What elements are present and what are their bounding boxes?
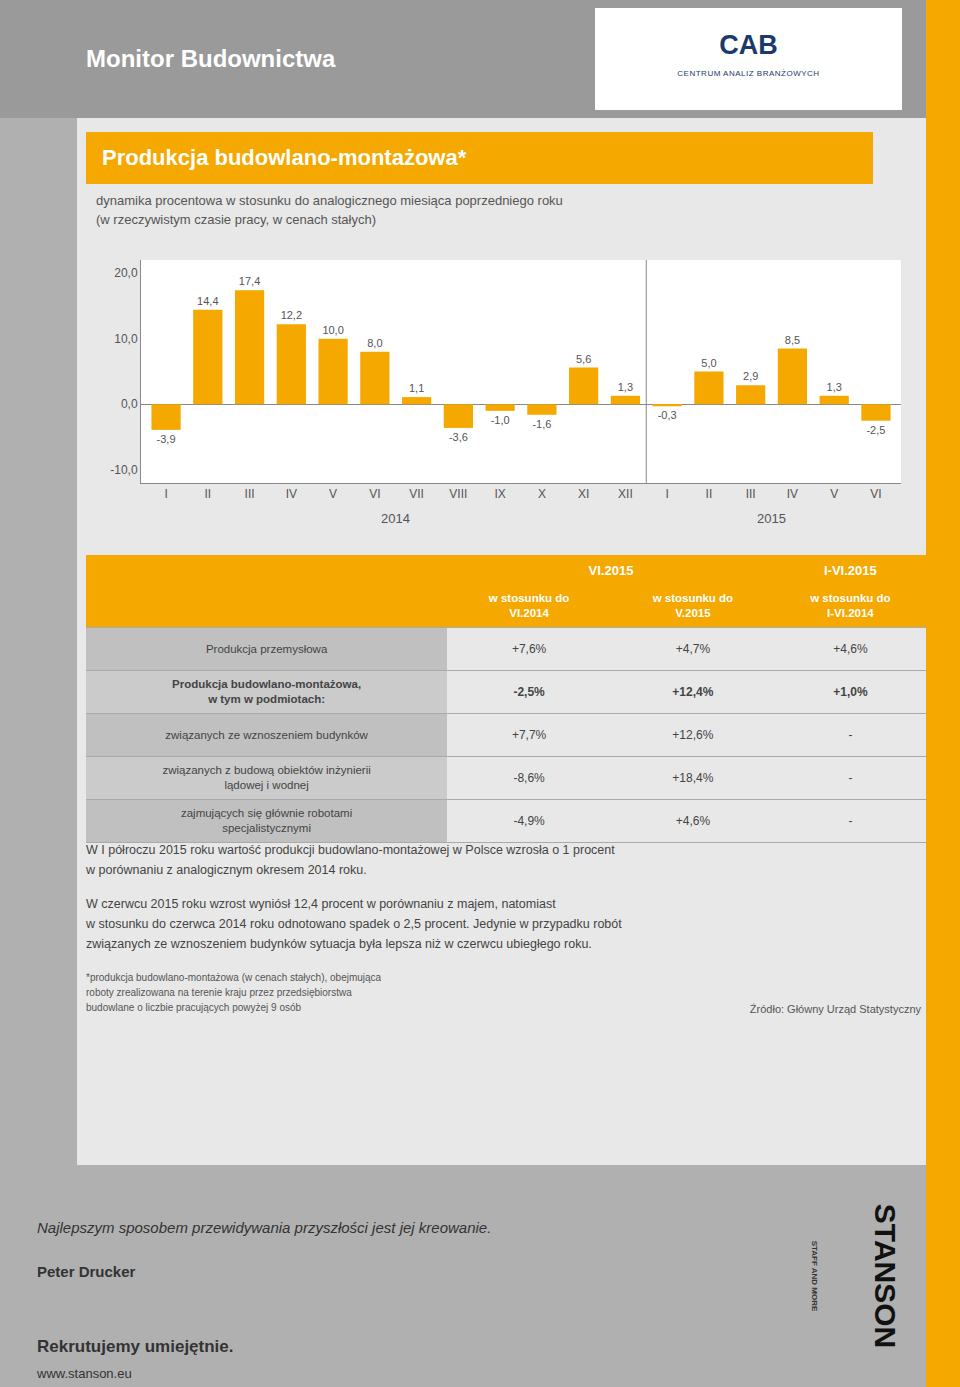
html-text:w stosunku do VI.2014: w stosunku do VI.2014 <box>488 592 570 619</box>
svg-text:10,0: 10,0 <box>322 324 343 336</box>
svg-text:XI: XI <box>578 487 589 501</box>
svg-text:2014: 2014 <box>381 511 410 526</box>
html-text:w stosunku do I-VI.2014: w stosunku do I-VI.2014 <box>810 592 891 619</box>
svg-text:VI: VI <box>369 487 380 501</box>
svg-text:XII: XII <box>618 487 633 501</box>
svg-text:II: II <box>706 487 713 501</box>
svg-text:III: III <box>245 487 255 501</box>
svg-text:12,2: 12,2 <box>281 309 302 321</box>
html-text:+12,6%: +12,6% <box>672 728 714 742</box>
html-text:+4,6%: +4,6% <box>675 814 711 828</box>
svg-text:IV: IV <box>286 487 297 501</box>
html-text:I-VI.2015: I-VI.2015 <box>824 562 877 578</box>
html-text:związanych z budową obiektów i: związanych z budową obiektów inżynierii … <box>162 764 371 791</box>
svg-text:1,3: 1,3 <box>618 381 633 393</box>
html-text:CENTRUM ANALIZ BRANŻOWYCH: CENTRUM ANALIZ BRANŻOWYCH <box>677 69 820 78</box>
html-text:+4,6%: +4,6% <box>833 642 868 656</box>
html-text:STANSON: STANSON <box>869 1203 902 1349</box>
svg-text:I: I <box>665 487 668 501</box>
svg-text:5,6: 5,6 <box>576 353 591 365</box>
svg-text:-1,6: -1,6 <box>532 418 551 430</box>
svg-text:-0,3: -0,3 <box>658 409 677 421</box>
svg-text:-3,9: -3,9 <box>157 433 176 445</box>
html-text:Produkcja przemysłowa: Produkcja przemysłowa <box>205 642 328 655</box>
svg-text:-1,0: -1,0 <box>491 414 510 426</box>
svg-text:1,1: 1,1 <box>409 382 424 394</box>
html-text:dynamika procentowa w stosunku: dynamika procentowa w stosunku do analog… <box>96 193 563 208</box>
svg-text:10,0: 10,0 <box>114 332 138 346</box>
html-text:W czerwcu 2015 roku wzrost wyn: W czerwcu 2015 roku wzrost wyniósł 12,4 … <box>86 897 622 951</box>
svg-text:17,4: 17,4 <box>239 275 260 287</box>
html-text:www.stanson.eu: www.stanson.eu <box>37 1365 132 1381</box>
html-text:STAFF AND MORE: STAFF AND MORE <box>810 1240 819 1312</box>
html-text:Produkcja budowlano-montażowa*: Produkcja budowlano-montażowa* <box>102 145 467 170</box>
html-text:+4,7%: +4,7% <box>675 642 711 656</box>
svg-text:VI: VI <box>870 487 881 501</box>
svg-text:II: II <box>204 487 211 501</box>
html-text:+1,0%: +1,0% <box>833 685 868 699</box>
svg-text:I: I <box>164 487 167 501</box>
svg-text:X: X <box>538 487 546 501</box>
html-text:Rekrutujemy umiejętnie.: Rekrutujemy umiejętnie. <box>37 1337 234 1356</box>
html-text:-2,5%: -2,5% <box>513 685 545 699</box>
svg-text:2015: 2015 <box>757 511 786 526</box>
svg-text:V: V <box>329 487 337 501</box>
html-text:Najlepszym sposobem przewidywa: Najlepszym sposobem przewidywania przysz… <box>37 1218 492 1236</box>
svg-text:-3,6: -3,6 <box>449 431 468 443</box>
html-text:+7,7%: +7,7% <box>511 728 547 742</box>
svg-text:1,3: 1,3 <box>827 381 842 393</box>
html-text:+18,4%: +18,4% <box>672 771 714 785</box>
html-text:Peter Drucker: Peter Drucker <box>37 1262 136 1280</box>
html-text:-4,9%: -4,9% <box>513 814 545 828</box>
svg-text:8,5: 8,5 <box>785 334 800 346</box>
html-text:CAB: CAB <box>719 30 778 60</box>
html-text:Produkcja budowlano-montażowa,: Produkcja budowlano-montażowa, w tym w p… <box>172 678 362 705</box>
html-text:(w rzeczywistym czasie pracy,: (w rzeczywistym czasie pracy, w cenach s… <box>96 211 376 227</box>
html-text:+7,6%: +7,6% <box>511 642 547 656</box>
svg-text:2,9: 2,9 <box>743 370 758 382</box>
svg-text:V: V <box>830 487 838 501</box>
svg-text:0,0: 0,0 <box>121 397 138 411</box>
svg-text:14,4: 14,4 <box>197 295 218 307</box>
html-text:+12,4%: +12,4% <box>672 685 714 699</box>
svg-text:III: III <box>746 487 756 501</box>
html-text:Źródło: Główny Urząd Statystyc: Źródło: Główny Urząd Statystyczny <box>749 1003 921 1015</box>
svg-text:20,0: 20,0 <box>114 266 138 280</box>
html-text:W I półroczu 2015 roku wartość: W I półroczu 2015 roku wartość produkcji… <box>86 843 615 877</box>
svg-text:5,0: 5,0 <box>701 357 716 369</box>
svg-text:IV: IV <box>787 487 798 501</box>
svg-text:8,0: 8,0 <box>367 337 382 349</box>
html-text:związanych ze wznoszeniem budy: związanych ze wznoszeniem budynków <box>165 728 368 741</box>
html-text:zajmujących się głównie robota: zajmujących się głównie robotami specjal… <box>180 807 353 834</box>
html-text:VI.2015: VI.2015 <box>588 562 634 578</box>
svg-text:VIII: VIII <box>449 487 467 501</box>
svg-text:-2,5: -2,5 <box>866 424 885 436</box>
html-text:*produkcja budowlano-montażowa: *produkcja budowlano-montażowa (w cenach… <box>86 972 382 1013</box>
svg-text:IX: IX <box>494 487 505 501</box>
svg-text:VII: VII <box>409 487 424 501</box>
html-text:Monitor Budownictwa: Monitor Budownictwa <box>86 45 336 72</box>
html-text:-8,6%: -8,6% <box>513 771 545 785</box>
html-text:w stosunku do V.2015: w stosunku do V.2015 <box>652 592 734 619</box>
svg-text:-10,0: -10,0 <box>110 463 138 477</box>
